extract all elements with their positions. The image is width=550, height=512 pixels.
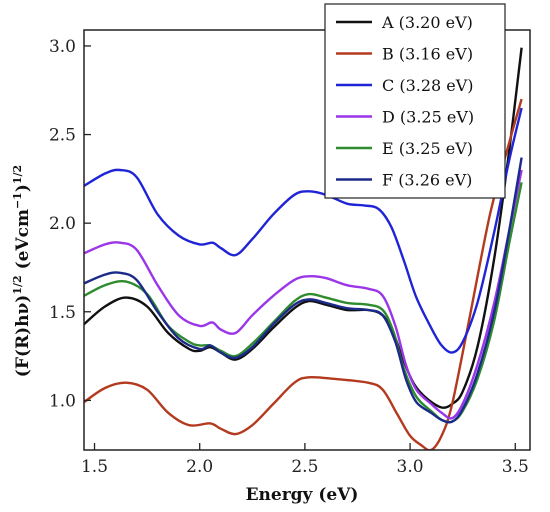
y-axis: 1.0 1.5 2.0 2.5 3.0 [49, 37, 91, 411]
y-tick-label: 1.5 [49, 303, 76, 323]
legend-label: F (3.26 eV) [382, 171, 472, 190]
x-tick-label: 3.5 [502, 457, 529, 477]
legend-box [324, 3, 506, 199]
y-tick-label: 2.5 [49, 126, 76, 146]
x-tick-label: 3.0 [397, 457, 424, 477]
legend: A (3.20 eV) B (3.16 eV) C (3.28 eV) D (3.25… [324, 3, 506, 199]
series-line-f [84, 157, 523, 424]
y-tick-label: 1.0 [49, 391, 76, 411]
series-line-a [84, 47, 523, 409]
legend-label: D (3.25 eV) [382, 108, 474, 127]
series-line-d [84, 169, 523, 420]
x-axis-title: Energy (eV) [246, 485, 359, 505]
y-tick-label: 2.0 [49, 214, 76, 234]
x-axis: 1.5 2.0 2.5 3.0 3.5 [81, 443, 529, 477]
y-tick-label: 3.0 [49, 37, 76, 57]
legend-label: B (3.16 eV) [382, 45, 473, 64]
x-tick-label: 2.5 [291, 457, 318, 477]
plot-area-frame [83, 29, 531, 451]
series-line-b [84, 98, 523, 450]
legend-label: C (3.28 eV) [382, 76, 474, 95]
legend-label: E (3.25 eV) [382, 139, 473, 158]
x-tick-label: 2.0 [186, 457, 213, 477]
x-tick-label: 1.5 [81, 457, 108, 477]
legend-label: A (3.20 eV) [381, 13, 473, 32]
y-axis-title: (F(R)hν)1/2 (eVcm−1)1/2 [11, 165, 33, 377]
